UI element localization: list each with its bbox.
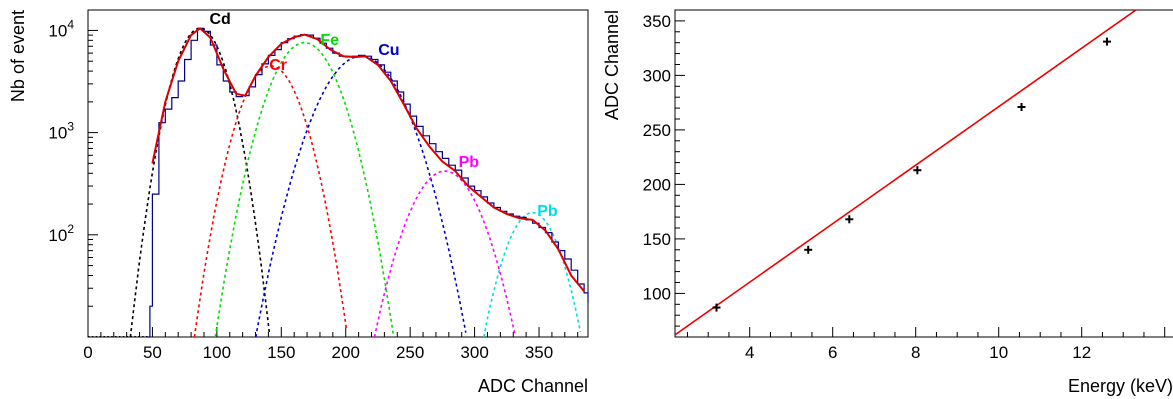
y-tick-label: 150 xyxy=(643,230,671,249)
baseline-marker xyxy=(130,336,133,338)
y-tick-exponent: 2 xyxy=(67,222,74,236)
x-tick-label: 12 xyxy=(1072,343,1091,362)
x-tick-label: 8 xyxy=(911,343,920,362)
x-tick-label: 200 xyxy=(332,343,360,362)
y-tick-label: 103 xyxy=(48,120,74,143)
baseline-marker xyxy=(115,336,117,338)
y-tick-label: 350 xyxy=(643,12,671,31)
fe-gaussian xyxy=(214,41,394,338)
baseline-marker xyxy=(122,336,125,338)
right-chart-calibration: 4 6 8 10 12 100 150 200 250 300 350 Energy (keV) ADC… xyxy=(602,9,1173,396)
cu-gaussian xyxy=(255,55,467,338)
y-axis-title: Nb of event xyxy=(8,10,28,102)
data-histogram xyxy=(147,27,589,338)
label-pb-2: Pb xyxy=(537,203,558,220)
x-tick-label: 4 xyxy=(745,343,754,362)
cd-gaussian xyxy=(129,27,271,338)
baseline-marker xyxy=(118,336,121,338)
label-pb-1: Pb xyxy=(459,154,480,171)
x-axis-title: Energy (keV) xyxy=(1068,376,1173,396)
baseline-marker xyxy=(107,336,109,338)
label-cd: Cd xyxy=(209,11,230,28)
pb-gaussian-1 xyxy=(373,170,516,338)
baseline-marker xyxy=(142,336,144,338)
y-tick-label: 300 xyxy=(643,66,671,85)
x-tick-label: 0 xyxy=(83,343,92,362)
x-tick-label: 6 xyxy=(828,343,837,362)
label-cu: Cu xyxy=(378,42,399,59)
total-fit-curve xyxy=(151,27,585,292)
baseline-marker xyxy=(91,336,94,338)
baseline-marker xyxy=(111,336,113,338)
left-plot-frame xyxy=(87,9,589,338)
x-axis-title: ADC Channel xyxy=(478,376,588,396)
x-tick-label: 10 xyxy=(989,343,1008,362)
y-tick-exponent: 3 xyxy=(67,120,74,134)
x-tick-label: 250 xyxy=(396,343,424,362)
baseline-marker xyxy=(134,336,136,338)
y-tick-label: 104 xyxy=(48,17,74,40)
y-tick-exponent: 4 xyxy=(67,17,74,31)
y-tick-base: 10 xyxy=(48,124,67,143)
x-tick-label: 50 xyxy=(143,343,162,362)
baseline-marker xyxy=(126,336,129,338)
baseline-marker xyxy=(99,336,102,338)
x-tick-label: 300 xyxy=(460,343,488,362)
y-tick-base: 10 xyxy=(48,226,67,245)
x-tick-label: 100 xyxy=(203,343,231,362)
x-tick-label: 350 xyxy=(525,343,553,362)
y-tick-label: 102 xyxy=(48,222,74,245)
baseline-marker xyxy=(103,336,105,338)
y-tick-label: 100 xyxy=(643,284,671,303)
baseline-marker xyxy=(138,336,140,338)
y-tick-label: 250 xyxy=(643,121,671,140)
y-tick-base: 10 xyxy=(48,21,67,40)
pb-gaussian-2 xyxy=(483,211,582,338)
cr-gaussian xyxy=(193,65,348,338)
y-axis-title: ADC Channel xyxy=(602,10,622,120)
baseline-marker xyxy=(95,336,98,338)
baseline-marker xyxy=(145,336,148,338)
label-cr: Cr xyxy=(269,57,287,74)
right-plot-frame xyxy=(674,9,1173,338)
linear-fit-line xyxy=(675,10,1138,336)
label-fe: Fe xyxy=(320,32,339,49)
y-tick-label: 200 xyxy=(643,175,671,194)
x-tick-label: 150 xyxy=(267,343,295,362)
baseline-marker xyxy=(88,336,90,338)
